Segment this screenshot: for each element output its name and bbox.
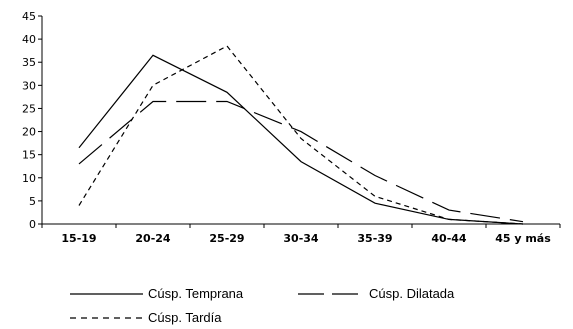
x-axis: 15-19 20-24 25-29 30-34 35-39 40-44 45 y más xyxy=(41,223,561,245)
y-tick-label: 15 xyxy=(22,149,36,162)
y-tick-label: 30 xyxy=(22,79,36,92)
x-tick-label: 45 y más xyxy=(495,232,551,245)
y-tick-label: 10 xyxy=(22,172,36,185)
legend-label: Cúsp. Tardía xyxy=(148,310,222,325)
x-tick-label: 20-24 xyxy=(135,232,171,245)
y-tick-label: 20 xyxy=(22,126,36,139)
legend: Cúsp. Temprana Cúsp. Dilatada Cúsp. Tardía xyxy=(70,286,455,325)
legend-label: Cúsp. Temprana xyxy=(148,286,244,301)
x-tick-label: 15-19 xyxy=(61,232,96,245)
series-line xyxy=(78,54,524,225)
x-tick-label: 40-44 xyxy=(431,232,467,245)
series-line xyxy=(78,45,524,225)
y-tick-label: 25 xyxy=(22,102,36,115)
y-axis: 0 5 10 15 20 25 30 35 40 45 xyxy=(22,10,43,231)
x-tick-label: 30-34 xyxy=(283,232,319,245)
legend-label: Cúsp. Dilatada xyxy=(369,286,455,301)
y-tick-label: 5 xyxy=(29,195,36,208)
x-tick-label: 35-39 xyxy=(357,232,392,245)
y-tick-label: 35 xyxy=(22,56,36,69)
y-tick-label: 0 xyxy=(29,218,36,231)
y-tick-label: 45 xyxy=(22,10,36,23)
y-tick-label: 40 xyxy=(22,33,36,46)
x-tick-label: 25-29 xyxy=(209,232,244,245)
series-lines xyxy=(78,45,524,225)
